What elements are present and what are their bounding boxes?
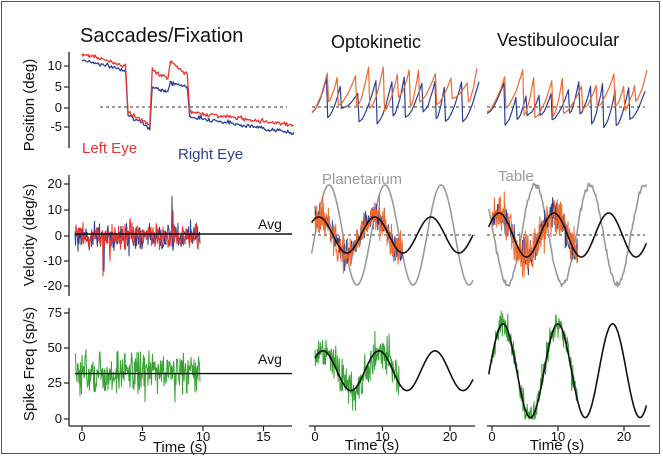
xtick-1-1: 5 (139, 429, 146, 444)
xtick-1-0: 0 (78, 429, 85, 444)
series-planetarium-velocity (310, 184, 474, 286)
ytick-spike-3: 75 (48, 305, 62, 320)
series-okn-left-eye (311, 66, 478, 113)
ytick-pos-1: 0 (55, 100, 62, 115)
series-okn-spike-fit (314, 349, 474, 392)
ytick-vel-3: 10 (48, 202, 62, 217)
xtick-2-2: 20 (443, 429, 457, 444)
xtick-1-2: 10 (196, 429, 210, 444)
series-vor-right-eye (486, 81, 646, 129)
legend-left-eye: Left Eye (82, 140, 137, 157)
series-saccade-spike-freq (74, 349, 201, 403)
xtick-2-0: 0 (311, 429, 318, 444)
x-tick-marks (81, 426, 625, 431)
series-okn-spike-freq (314, 330, 400, 411)
title-saccades: Saccades/Fixation (80, 25, 243, 47)
legend-right-eye: Right Eye (178, 146, 243, 163)
label-table: Table (498, 168, 534, 185)
avg-label-spike: Avg (258, 351, 282, 367)
ylabel-velocity: Velocity (deg/s) (21, 184, 38, 287)
xlabel-1: Time (s) (153, 439, 207, 456)
series-vor-spike-fit (487, 323, 648, 419)
title-vestibuloocular: Vestibuloocular (497, 30, 619, 50)
axes (68, 52, 650, 427)
label-planetarium: Planetarium (322, 171, 402, 188)
ylabel-position: Position (deg) (21, 59, 38, 152)
ytick-vel-2: 0 (55, 228, 62, 243)
series-vor-left-eye (486, 69, 648, 119)
title-optokinetic: Optokinetic (331, 32, 421, 52)
ytick-pos-3: 10 (48, 58, 62, 73)
ytick-spike-1: 25 (48, 375, 62, 390)
xtick-3-2: 20 (617, 429, 631, 444)
ytick-pos-2: 5 (55, 79, 62, 94)
series-vor-velocity-fit (487, 212, 648, 258)
ytick-vel-0: -20 (43, 278, 62, 293)
xlabel-2: Time (s) (345, 437, 399, 454)
series-saccade-velocity-left (74, 210, 201, 277)
xlabel-3: Time (s) (530, 437, 584, 454)
xtick-3-1: 10 (551, 429, 565, 444)
y-tick-labels: -5 0 5 10 -20 -10 0 10 20 0 25 50 75 (43, 58, 62, 426)
ytick-spike-0: 0 (55, 411, 62, 426)
x-tick-labels: 0 5 10 15 0 10 20 0 10 20 (78, 429, 631, 444)
xtick-3-0: 0 (488, 429, 495, 444)
avg-label-velocity: Avg (258, 216, 282, 232)
ytick-pos-0: -5 (50, 119, 62, 134)
y-tick-marks (64, 65, 69, 420)
xtick-1-3: 15 (256, 429, 270, 444)
ytick-vel-4: 20 (48, 176, 62, 191)
series-left-eye-position (81, 53, 294, 127)
series-table-velocity (487, 182, 648, 288)
series-okn-velocity-fit (310, 216, 474, 254)
series-right-eye-position (81, 59, 295, 136)
series-vor-spike-freq (491, 310, 578, 420)
ylabel-spike: Spike Freq (sp/s) (21, 307, 38, 421)
traces (74, 53, 648, 420)
ytick-spike-2: 50 (48, 340, 62, 355)
xtick-2-1: 10 (375, 429, 389, 444)
ytick-vel-1: -10 (43, 253, 62, 268)
series-okn-right-eye (311, 76, 480, 125)
